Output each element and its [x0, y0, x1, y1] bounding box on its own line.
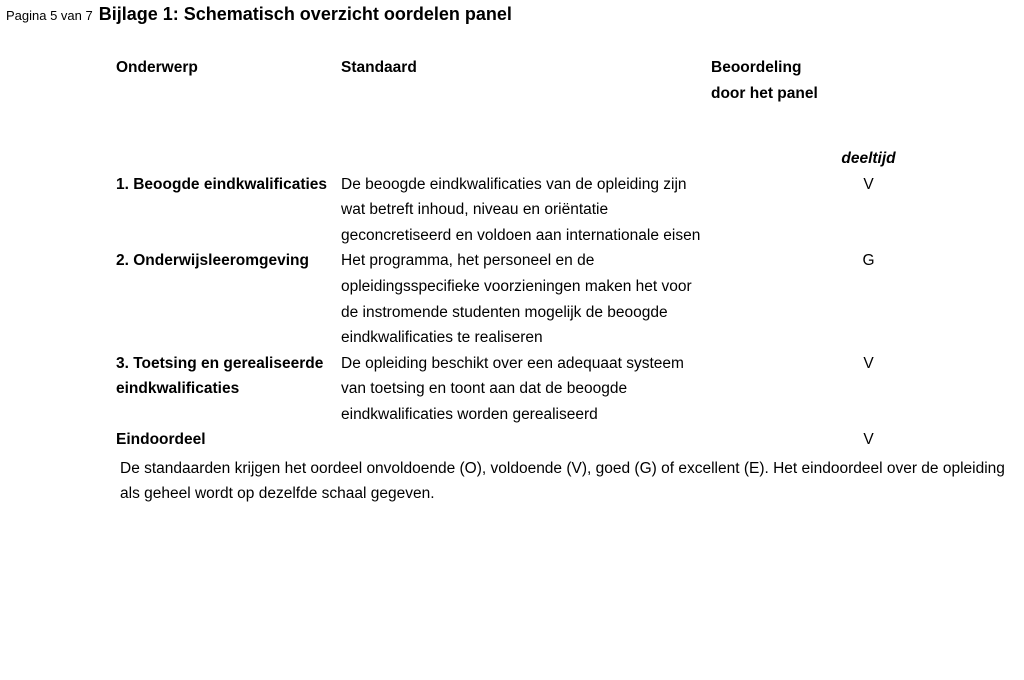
cell-beoordeling-2: G [711, 248, 1024, 350]
col-header-standaard: Standaard [341, 55, 711, 106]
spacer [116, 106, 1024, 146]
content: Onderwerp Standaard Beoordeling door het… [116, 55, 1024, 506]
cell-onderwerp-2: 2. Onderwijsleeromgeving [116, 248, 341, 350]
col-header-beoordeling-line1: Beoordeling [711, 59, 801, 76]
header-row-1: Onderwerp Standaard Beoordeling door het… [116, 55, 1024, 106]
header-row: Pagina 5 van 7 Bijlage 1: Schematisch ov… [6, 4, 1018, 25]
eindoordeel-value: V [711, 427, 1024, 453]
subheader-row: deeltijd [116, 146, 1024, 172]
col-header-onderwerp: Onderwerp [116, 55, 341, 106]
cell-beoordeling-1: V [711, 172, 1024, 249]
col-header-beoordeling-line2: door het panel [711, 85, 818, 102]
subheader-deeltijd: deeltijd [711, 146, 1024, 172]
page-number: Pagina 5 van 7 [6, 8, 93, 23]
cell-standaard-3: De opleiding beschikt over een adequaat … [341, 351, 711, 428]
eindoordeel-row: Eindoordeel V [116, 427, 1024, 453]
cell-onderwerp-1: 1. Beoogde eindkwalificaties [116, 172, 341, 249]
cell-onderwerp-3: 3. Toetsing en gerealiseerde eindkwalifi… [116, 351, 341, 428]
table-row: 1. Beoogde eindkwalificaties De beoogde … [116, 172, 1024, 249]
table-row: 2. Onderwijsleeromgeving Het programma, … [116, 248, 1024, 350]
col-header-beoordeling: Beoordeling door het panel [711, 55, 1024, 106]
cell-standaard-1: De beoogde eindkwalificaties van de ople… [341, 172, 711, 249]
page-title: Bijlage 1: Schematisch overzicht oordele… [99, 4, 512, 25]
cell-beoordeling-3: V [711, 351, 1024, 428]
table-row: 3. Toetsing en gerealiseerde eindkwalifi… [116, 351, 1024, 428]
eindoordeel-label: Eindoordeel [116, 427, 341, 453]
footnote: De standaarden krijgen het oordeel onvol… [116, 457, 1024, 507]
cell-standaard-2: Het programma, het personeel en de oplei… [341, 248, 711, 350]
assessment-table: Onderwerp Standaard Beoordeling door het… [116, 55, 1024, 453]
